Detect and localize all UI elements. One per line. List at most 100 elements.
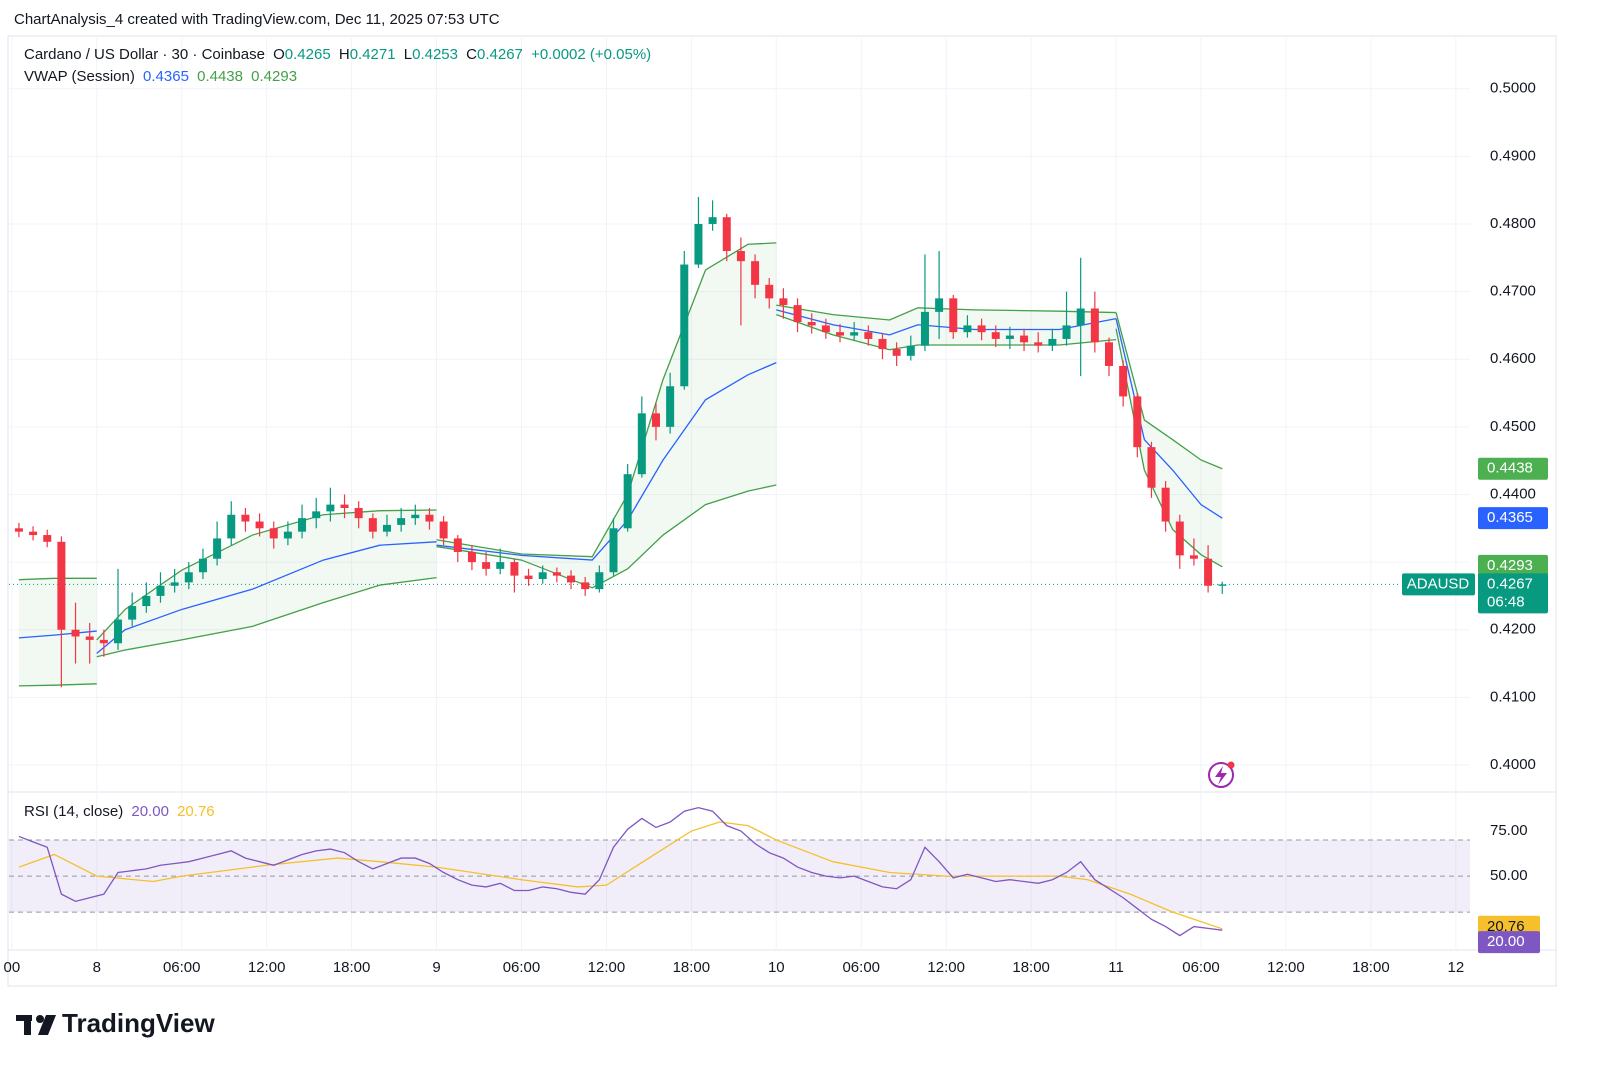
candle-body (1062, 325, 1071, 339)
y-tick-label: 0.4100 (1490, 688, 1536, 705)
candle-body (765, 284, 774, 299)
candle-body (935, 298, 944, 312)
candle-body (1133, 396, 1142, 448)
candle-body (850, 332, 859, 336)
candle-body (1189, 555, 1198, 559)
candle-body (552, 572, 561, 576)
y-tick-label: 0.4900 (1490, 147, 1536, 164)
candle-body (567, 575, 576, 583)
x-tick-label: 12 (1447, 959, 1464, 976)
candle-body (1005, 335, 1014, 339)
y-tick-label: 0.4400 (1490, 485, 1536, 502)
candle-body (99, 639, 108, 644)
icon-dot[interactable] (1227, 761, 1235, 769)
x-tick-label: 12:00 (588, 959, 626, 976)
last-price-tag-bg (1478, 573, 1548, 614)
vwap-value: 0.4365 (143, 68, 189, 85)
vwap-vwap-line (18, 630, 97, 639)
vwap-lower-tag: 0.4293 (1487, 557, 1533, 574)
x-tick-label: 12:00 (927, 959, 965, 976)
candle-body (1175, 521, 1184, 556)
vwap-band-fill (18, 578, 97, 686)
logo-dot (36, 1015, 44, 1023)
x-tick-label: 12:00 (248, 959, 286, 976)
vwap-band-fill (436, 242, 777, 588)
attribution: ChartAnalysis_4 created with TradingView… (14, 11, 500, 28)
candle-body (453, 538, 462, 552)
candle-body (609, 528, 618, 573)
candle-body (397, 518, 406, 525)
candle-body (354, 508, 363, 519)
vwap-upper-tag: 0.4438 (1487, 460, 1533, 477)
candle-body (878, 338, 887, 350)
candle-body (85, 636, 94, 640)
y-tick-label: 0.4800 (1490, 215, 1536, 232)
lightning-icon[interactable] (1208, 761, 1235, 788)
y-tick-label: 0.4700 (1490, 283, 1536, 300)
candle-body (1218, 584, 1227, 586)
x-tick-label: 06:00 (163, 959, 201, 976)
vwap-vwap-line (96, 541, 437, 654)
rsi-legend: RSI (14, close) 20.00 20.76 (24, 803, 219, 820)
symbol-legend: Cardano / US Dollar · 30 · Coinbase O0.4… (24, 46, 655, 63)
candle-body (255, 521, 264, 529)
candle-body (170, 582, 179, 586)
x-tick-label: 10 (768, 959, 785, 976)
rsi-name: RSI (14, close) (24, 803, 124, 820)
candle-body (298, 518, 307, 532)
candle-body (425, 514, 434, 522)
candle-body (1034, 342, 1043, 346)
candle-body (128, 606, 137, 620)
candle-body (949, 298, 958, 333)
icon-bolt[interactable] (1215, 766, 1227, 785)
candle-body (29, 531, 38, 536)
candle-body (920, 311, 929, 346)
vwap-lower-value: 0.4293 (251, 68, 298, 85)
candle-body (836, 332, 845, 336)
candle-body (467, 551, 476, 563)
vwap-upper-value: 0.4438 (197, 68, 243, 85)
candle-body (694, 223, 703, 265)
candle-body (793, 305, 802, 323)
x-tick-label: 18:00 (1352, 959, 1390, 976)
candle-body (382, 524, 391, 532)
candle-body (666, 386, 675, 427)
candle-body (156, 585, 165, 596)
last-price-tag: 0.4267 (1487, 575, 1533, 592)
vwap-lower-line (96, 577, 437, 658)
vwap-tag-bg (1478, 507, 1548, 530)
candle-body (439, 521, 448, 539)
candle-body (340, 504, 349, 508)
rsi-value: 20.00 (131, 803, 169, 820)
candle-body (977, 325, 986, 333)
logo-stem (24, 1015, 31, 1035)
candle-body (1204, 558, 1213, 586)
rsi-line (18, 806, 1223, 937)
ohlc-letter: H (338, 46, 350, 63)
candle-body (312, 511, 321, 519)
x-tick-label: 12:00 (1267, 959, 1305, 976)
candle-body (241, 514, 250, 522)
candle-body (14, 528, 23, 532)
brand-logo (16, 1015, 56, 1035)
candle-body (142, 595, 151, 607)
vwap-upper-line (18, 577, 97, 581)
y-tick-label: 0.4500 (1490, 418, 1536, 435)
candle-body (651, 413, 660, 427)
vwap-band-fill (1116, 312, 1223, 567)
vwap-legend: VWAP (Session) 0.4365 0.4438 0.4293 (24, 68, 301, 85)
candle-body (779, 298, 788, 306)
x-tick-label: 06:00 (1182, 959, 1220, 976)
candle-body (623, 474, 632, 529)
candle-body (227, 514, 236, 539)
x-tick-label: 00 (3, 959, 20, 976)
y-tick-label: 0.4200 (1490, 621, 1536, 638)
rsi-ma-value: 20.76 (177, 803, 215, 820)
change-value: +0.0002 (+0.05%) (531, 46, 652, 63)
y-tick-label: 0.5000 (1490, 80, 1536, 97)
ohlc-letter: O (273, 46, 285, 63)
candle-body (368, 518, 377, 532)
candle-body (1161, 487, 1170, 522)
candle-body (43, 535, 52, 542)
rsi-tick-label: 75.00 (1490, 822, 1528, 839)
